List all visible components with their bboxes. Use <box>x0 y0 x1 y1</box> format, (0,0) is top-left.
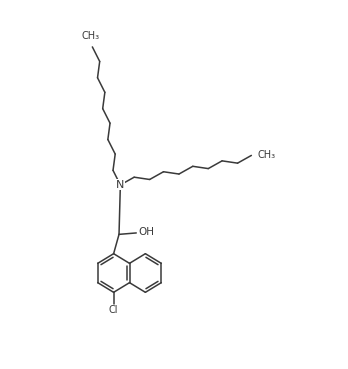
Text: OH: OH <box>139 227 155 237</box>
Text: Cl: Cl <box>109 305 118 315</box>
Text: CH₃: CH₃ <box>82 31 100 41</box>
Text: CH₃: CH₃ <box>257 151 276 161</box>
Text: N: N <box>116 180 125 190</box>
